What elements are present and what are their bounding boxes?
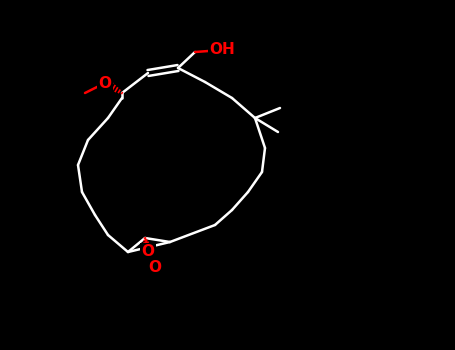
Text: O: O [148, 260, 162, 275]
Text: OH: OH [209, 42, 235, 57]
Text: O: O [98, 76, 111, 91]
Text: O: O [142, 245, 155, 259]
Polygon shape [145, 238, 157, 269]
